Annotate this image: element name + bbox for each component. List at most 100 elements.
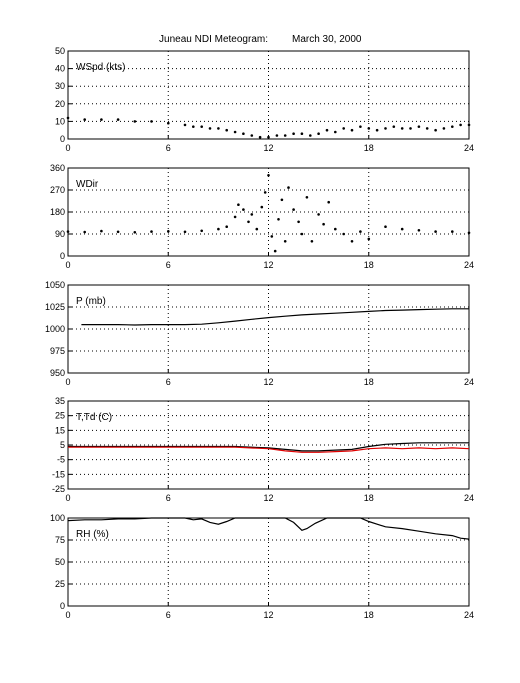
- data-point: [225, 225, 228, 228]
- y-tick-label: -15: [52, 469, 65, 479]
- data-point: [409, 127, 412, 130]
- y-tick-label: 950: [50, 368, 65, 378]
- data-point: [305, 196, 309, 199]
- data-point: [167, 121, 170, 125]
- data-point: [434, 128, 437, 132]
- data-point: [459, 123, 462, 127]
- x-tick-label: 18: [364, 493, 374, 503]
- data-point: [467, 123, 471, 127]
- y-tick-label: 270: [50, 185, 65, 195]
- data-point: [442, 127, 446, 130]
- y-tick-label: 50: [55, 557, 65, 567]
- data-point: [273, 249, 277, 253]
- data-point: [192, 125, 195, 128]
- data-point: [297, 220, 300, 224]
- y-tick-label: 100: [50, 513, 65, 523]
- y-tick-label: -5: [57, 455, 65, 465]
- x-tick-label: 0: [65, 493, 70, 503]
- x-tick-label: 24: [464, 260, 474, 270]
- data-point: [100, 229, 103, 233]
- y-tick-label: 15: [55, 425, 65, 435]
- data-point: [322, 222, 325, 226]
- data-point: [359, 125, 362, 128]
- data-point: [292, 208, 295, 211]
- data-point: [384, 225, 387, 228]
- data-point: [283, 240, 287, 243]
- data-point: [317, 213, 320, 216]
- series-line: [67, 517, 470, 540]
- x-tick-label: 6: [166, 377, 171, 387]
- series-line: [81, 308, 469, 326]
- series-line: [68, 442, 469, 452]
- series-0: [66, 116, 471, 139]
- y-tick-label: 360: [50, 163, 65, 173]
- y-tick-label: 5: [60, 440, 65, 450]
- figure-title: Juneau NDI Meteogram:: [159, 34, 268, 45]
- panel-1: 0 6 12 18 24 0 90 180 270 360 WDir: [50, 163, 474, 270]
- panel-label: T,Td (C): [76, 412, 112, 423]
- data-point: [434, 230, 437, 233]
- x-tick-label: 0: [65, 610, 70, 620]
- panel-label: WSpd (kts): [76, 62, 125, 73]
- y-tick-label: 35: [55, 396, 65, 406]
- x-tick-label: 18: [364, 377, 374, 387]
- data-point: [83, 230, 86, 234]
- y-tick-label: 1050: [45, 280, 65, 290]
- data-point: [283, 134, 287, 137]
- data-point: [384, 127, 387, 130]
- data-point: [317, 132, 320, 135]
- data-point: [258, 135, 262, 139]
- data-point: [300, 132, 304, 135]
- data-point: [367, 127, 371, 130]
- panel-label: P (mb): [76, 296, 106, 307]
- data-point: [327, 200, 331, 204]
- series-0: [67, 517, 470, 540]
- data-point: [250, 134, 254, 137]
- data-point: [247, 220, 250, 224]
- x-tick-label: 12: [263, 377, 273, 387]
- data-point: [208, 127, 212, 130]
- data-point: [277, 218, 280, 221]
- data-point: [233, 215, 237, 219]
- data-point: [350, 128, 354, 132]
- data-point: [66, 116, 70, 120]
- data-point: [425, 127, 429, 130]
- data-point: [255, 227, 259, 231]
- data-point: [392, 125, 396, 128]
- x-tick-label: 12: [263, 260, 273, 270]
- data-point: [250, 213, 254, 216]
- x-tick-label: 6: [166, 260, 171, 270]
- data-point: [200, 125, 203, 128]
- x-tick-label: 6: [166, 610, 171, 620]
- data-point: [417, 229, 421, 232]
- data-point: [167, 230, 170, 233]
- x-tick-label: 12: [263, 493, 273, 503]
- data-point: [451, 230, 454, 233]
- panel-2: 0 6 12 18 24 950 975 1000 1025 1050 P (mb): [45, 280, 474, 387]
- data-point: [451, 125, 454, 128]
- panel-0: 0 6 12 18 24 0 10 20 30 40 50 WSpd (kts): [55, 46, 474, 153]
- x-tick-label: 0: [65, 143, 70, 153]
- data-point: [150, 230, 153, 233]
- y-tick-label: 10: [55, 116, 65, 126]
- data-point: [400, 227, 404, 231]
- x-tick-label: 6: [166, 143, 171, 153]
- y-tick-label: 20: [55, 99, 65, 109]
- data-point: [217, 127, 220, 130]
- y-tick-label: 1000: [45, 324, 65, 334]
- y-tick-label: 0: [60, 601, 65, 611]
- data-point: [200, 229, 203, 233]
- data-point: [225, 128, 228, 132]
- data-point: [83, 118, 86, 121]
- y-tick-label: 25: [55, 579, 65, 589]
- data-point: [233, 130, 237, 134]
- data-point: [133, 120, 137, 123]
- x-tick-label: 24: [464, 377, 474, 387]
- data-point: [342, 232, 346, 236]
- data-point: [237, 203, 240, 206]
- data-point: [280, 198, 284, 202]
- data-point: [217, 227, 220, 231]
- data-point: [334, 130, 337, 134]
- data-point: [417, 125, 421, 128]
